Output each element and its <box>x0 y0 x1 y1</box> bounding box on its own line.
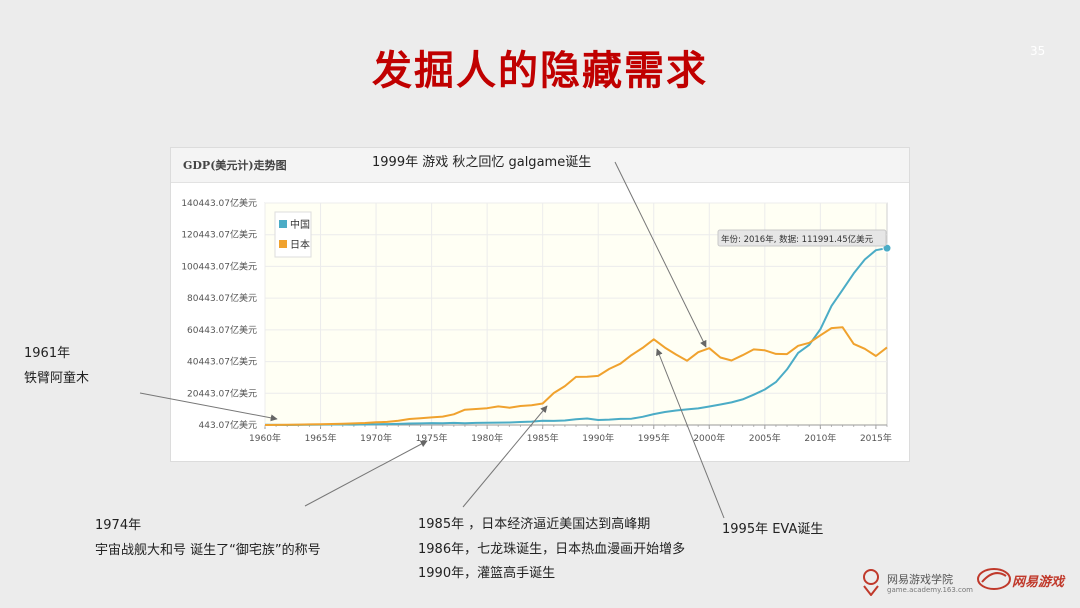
brand-name: 网易游戏 <box>1012 575 1065 590</box>
annotation-1985: 1985年 ，日本经济逼近美国达到高峰期 <box>418 517 651 532</box>
legend-label: 中国 <box>290 218 310 231</box>
annotation-1990: 1990年，灌篮高手诞生 <box>418 566 556 581</box>
slide-title: 发掘人的隐藏需求 <box>372 48 708 94</box>
legend-label: 日本 <box>290 238 310 251</box>
y-tick-label: 40443.07亿美元 <box>187 356 257 368</box>
brand-logo-icon <box>977 568 1011 590</box>
academy-url: game.academy.163.com <box>887 586 973 594</box>
x-tick-label: 2010年 <box>804 432 836 444</box>
x-tick-label: 2015年 <box>860 432 892 444</box>
page-number: 35 <box>1030 44 1046 58</box>
tooltip-text: 年份: 2016年, 数据: 111991.45亿美元 <box>721 234 874 245</box>
academy-logo-icon <box>863 569 879 596</box>
x-tick-label: 1995年 <box>638 432 670 444</box>
chart-title: GDP(美元计)走势图 <box>183 159 287 172</box>
annotation-1961-year: 1961年 <box>24 346 71 361</box>
x-tick-label: 1970年 <box>360 432 392 444</box>
annotation-1961-text: 铁臂阿童木 <box>24 371 90 386</box>
y-tick-label: 100443.07亿美元 <box>181 260 257 272</box>
y-tick-label: 443.07亿美元 <box>199 419 258 431</box>
chart-header: GDP(美元计)走势图 <box>171 148 909 183</box>
academy-name: 网易游戏学院 <box>887 573 953 586</box>
legend-box <box>274 211 312 258</box>
y-tick-label: 140443.07亿美元 <box>181 197 257 209</box>
legend-swatch <box>279 220 287 228</box>
x-tick-label: 1965年 <box>305 432 337 444</box>
arrow-1961 <box>139 392 278 422</box>
annotation-1999: 1999年 游戏 秋之回忆 galgame诞生 <box>372 155 592 170</box>
x-tick-label: 1960年 <box>249 432 281 444</box>
annotation-1974-text: 宇宙战舰大和号 诞生了“御宅族”的称号 <box>95 543 321 558</box>
series-line-japan <box>264 326 888 426</box>
x-tick-label: 1990年 <box>582 432 614 444</box>
arrow-1974 <box>304 440 428 507</box>
arrow-1995 <box>656 348 725 519</box>
y-tick-label: 80443.07亿美元 <box>187 292 257 304</box>
annotation-1974-year: 1974年 <box>95 518 142 533</box>
y-tick-label: 20443.07亿美元 <box>187 387 257 399</box>
tooltip-box <box>717 229 887 247</box>
arrow-1999 <box>614 161 707 348</box>
series-line-china <box>264 247 888 426</box>
arrow-1985 <box>462 405 548 508</box>
x-tick-label: 1975年 <box>416 432 448 444</box>
x-tick-label: 2000年 <box>693 432 725 444</box>
x-tick-label: 1980年 <box>471 432 503 444</box>
y-tick-label: 120443.07亿美元 <box>181 229 257 241</box>
x-tick-label: 2005年 <box>749 432 781 444</box>
x-tick-label: 1985年 <box>527 432 559 444</box>
annotation-1995: 1995年 EVA诞生 <box>722 522 824 537</box>
y-tick-label: 60443.07亿美元 <box>187 324 257 336</box>
annotation-1986: 1986年，七龙珠诞生，日本热血漫画开始增多 <box>418 542 686 557</box>
legend-swatch <box>279 240 287 248</box>
